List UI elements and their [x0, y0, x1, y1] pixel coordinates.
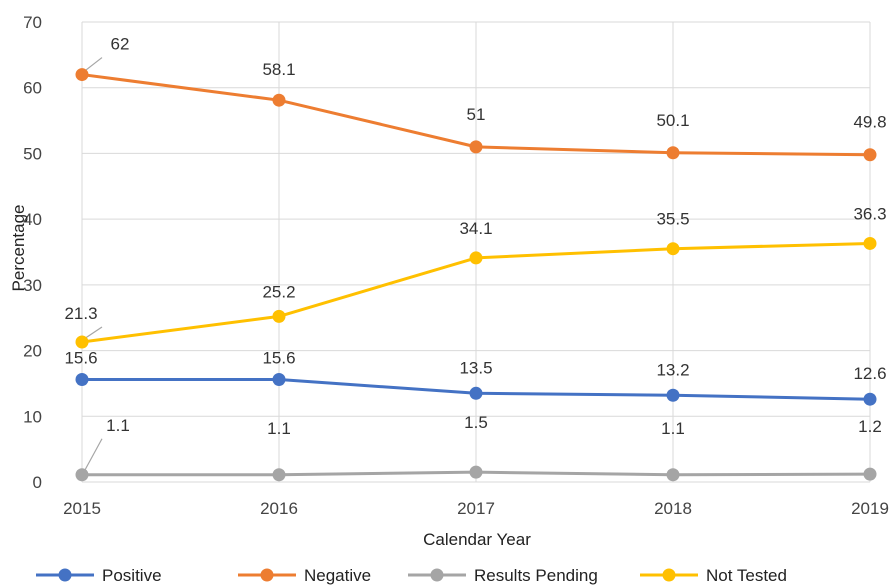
data-point	[75, 468, 89, 482]
data-label: 15.6	[64, 348, 97, 367]
data-point	[75, 335, 89, 349]
data-label: 12.6	[853, 364, 886, 383]
data-label: 1.5	[464, 413, 488, 432]
x-axis-ticks: 2015 2016 2017 2018 2019	[63, 499, 889, 518]
data-point	[272, 372, 286, 386]
y-axis-ticks: 0 10 20 30 40 50 60 70	[23, 13, 42, 492]
y-tick-label: 0	[33, 473, 42, 492]
y-tick-label: 60	[23, 79, 42, 98]
data-label: 1.2	[858, 417, 882, 436]
y-tick-label: 70	[23, 13, 42, 32]
y-tick-label: 10	[23, 407, 42, 426]
label-leader-line	[83, 57, 103, 73]
data-point	[666, 388, 680, 402]
data-point	[666, 146, 680, 160]
data-point	[863, 392, 877, 406]
legend: Positive Negative Results Pending Not Teste…	[36, 566, 787, 585]
data-label: 51	[467, 105, 486, 124]
x-tick-label: 2018	[654, 499, 692, 518]
legend-label: Not Tested	[706, 566, 787, 585]
x-tick-label: 2015	[63, 499, 101, 518]
data-label: 36.3	[853, 204, 886, 223]
series-lines	[75, 68, 877, 482]
legend-swatch-marker	[430, 568, 444, 582]
data-point	[469, 140, 483, 154]
data-label: 50.1	[656, 111, 689, 130]
legend-swatch-marker	[662, 568, 676, 582]
data-point	[469, 386, 483, 400]
legend-label: Positive	[102, 566, 162, 585]
legend-swatch-marker	[260, 568, 274, 582]
data-label: 1.1	[106, 416, 130, 435]
data-label: 35.5	[656, 210, 689, 229]
data-label: 1.1	[661, 419, 685, 438]
data-point	[469, 251, 483, 265]
x-tick-label: 2016	[260, 499, 298, 518]
data-label: 25.2	[262, 282, 295, 301]
y-tick-label: 40	[23, 210, 42, 229]
data-point	[469, 465, 483, 479]
data-label: 15.6	[262, 348, 295, 367]
data-labels: 15.6 15.6 13.5 13.2 12.6 62 58.1 51 50.1 49.8 1.1 1…	[64, 35, 886, 438]
x-tick-label: 2019	[851, 499, 889, 518]
label-leader-line	[83, 438, 103, 473]
data-point	[863, 467, 877, 481]
data-point	[666, 242, 680, 256]
data-point	[863, 236, 877, 250]
legend-swatch-marker	[58, 568, 72, 582]
data-label: 13.5	[459, 358, 492, 377]
y-axis-title: Percentage	[9, 205, 28, 292]
label-leader-lines	[83, 57, 103, 473]
data-label: 34.1	[459, 219, 492, 238]
data-label: 49.8	[853, 113, 886, 132]
data-point	[863, 148, 877, 162]
data-point	[272, 468, 286, 482]
x-axis-title: Calendar Year	[423, 530, 531, 549]
label-leader-line	[83, 326, 103, 340]
y-tick-label: 50	[23, 144, 42, 163]
data-label: 1.1	[267, 419, 291, 438]
data-point	[272, 93, 286, 107]
x-tick-label: 2017	[457, 499, 495, 518]
legend-label: Results Pending	[474, 566, 598, 585]
y-tick-label: 30	[23, 276, 42, 295]
data-point	[75, 372, 89, 386]
y-tick-label: 20	[23, 342, 42, 361]
data-label: 62	[111, 35, 130, 54]
data-label: 58.1	[262, 60, 295, 79]
data-label: 13.2	[656, 360, 689, 379]
data-point	[666, 468, 680, 482]
data-point	[75, 68, 89, 82]
data-point	[272, 309, 286, 323]
legend-label: Negative	[304, 566, 371, 585]
data-label: 21.3	[64, 304, 97, 323]
